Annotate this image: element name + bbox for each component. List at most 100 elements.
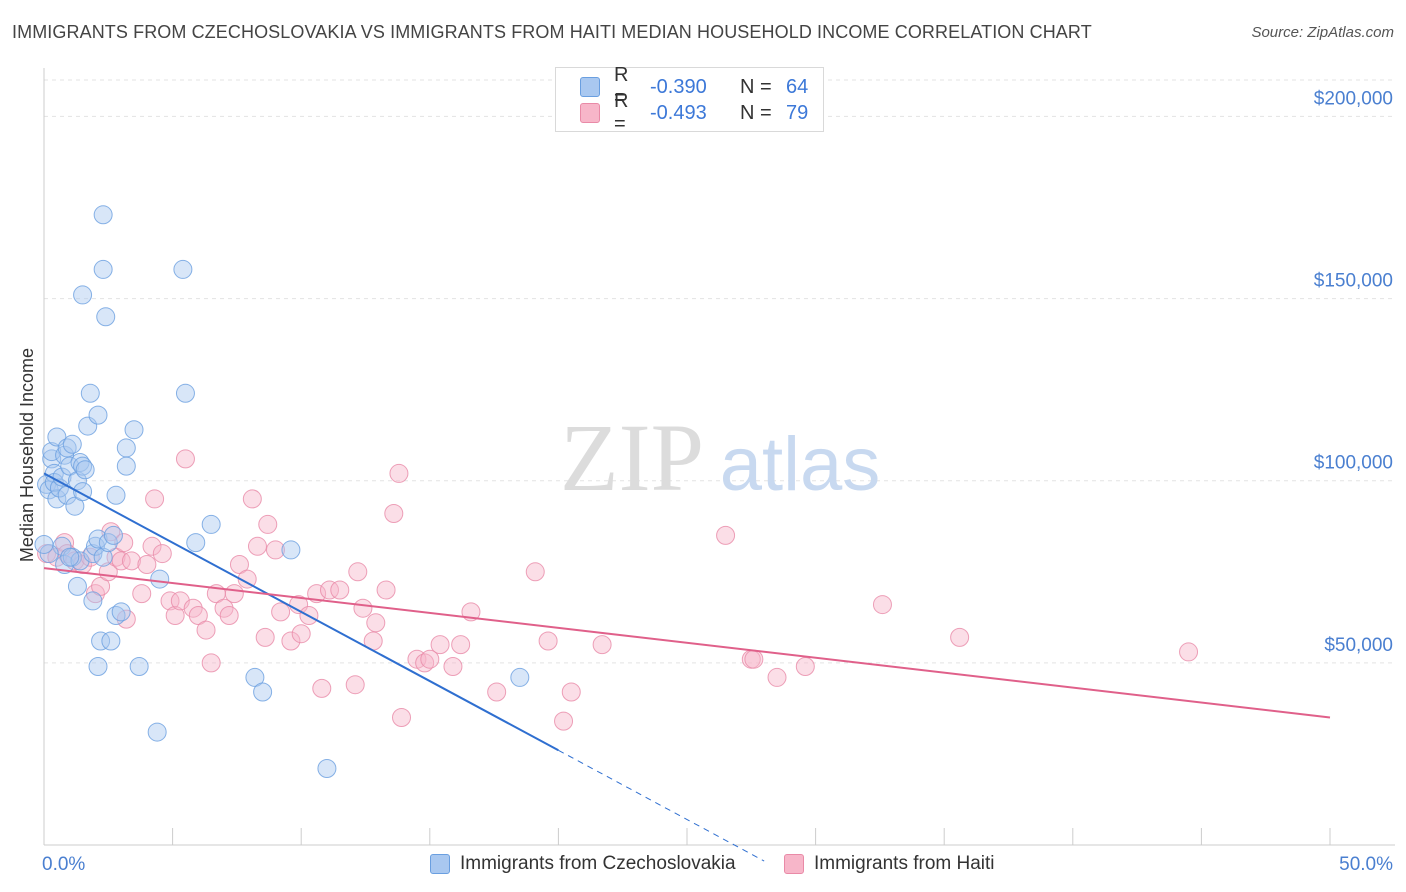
data-point-haiti [121,551,141,571]
legend-n-value: 79 [786,101,809,124]
data-point-haiti [142,536,162,556]
data-point-czechoslovakia [67,471,87,491]
data-point-czechoslovakia [60,547,80,567]
data-point-haiti [451,635,471,655]
data-point-czechoslovakia [34,534,54,554]
data-point-haiti [55,533,75,553]
bottom-legend-swatch-czechoslovakia [430,854,450,874]
data-point-haiti [291,624,311,644]
data-point-czechoslovakia [91,631,111,651]
data-point-czechoslovakia [93,547,113,567]
data-point-haiti [415,653,435,673]
data-point-haiti [554,711,574,731]
data-point-haiti [114,533,134,553]
legend-swatch-haiti [580,103,600,123]
data-point-czechoslovakia [175,383,195,403]
data-point-czechoslovakia [106,485,126,505]
data-point-czechoslovakia [124,420,144,440]
legend-row-czechoslovakia: R = -0.390 N = 64 [580,64,808,109]
data-point-czechoslovakia [116,438,136,458]
data-point-haiti [767,667,787,687]
data-point-czechoslovakia [93,205,113,225]
legend-r-label: R = [614,90,629,135]
x-tick-label-min: 0.0% [42,854,85,875]
data-point-czechoslovakia [88,657,108,676]
data-point-haiti [744,649,764,669]
data-point-haiti [1179,642,1199,662]
data-point-czechoslovakia [42,449,62,469]
data-point-czechoslovakia [253,682,273,702]
data-point-czechoslovakia [85,536,105,556]
data-point-czechoslovakia [150,569,170,589]
data-point-czechoslovakia [96,307,116,327]
bottom-legend-czechoslovakia: Immigrants from Czechoslovakia [430,851,736,877]
data-point-haiti [307,584,327,604]
data-point-haiti [348,562,368,582]
data-point-haiti [111,551,131,571]
legend-row-haiti: R = -0.493 N = 79 [580,90,809,135]
data-point-haiti [255,627,275,647]
data-point-czechoslovakia [111,602,131,622]
y-axis-label: Median Household Income [17,348,37,562]
data-point-haiti [132,584,152,604]
trend-line-haiti [43,567,1331,719]
data-point-haiti [430,635,450,655]
data-point-haiti [389,463,409,483]
data-point-czechoslovakia [281,540,301,560]
data-point-czechoslovakia [147,722,167,742]
y-tick-label: $200,000 [1314,88,1393,109]
data-point-haiti [376,580,396,600]
data-point-haiti [312,678,332,698]
data-point-haiti [160,591,180,611]
data-point-haiti [950,627,970,647]
data-point-haiti [152,544,172,564]
data-point-czechoslovakia [101,631,121,651]
data-point-czechoslovakia [173,259,193,279]
data-point-haiti [366,613,386,633]
bottom-legend-label-haiti: Immigrants from Haiti [814,853,995,874]
bottom-legend-label-czechoslovakia: Immigrants from Czechoslovakia [460,853,736,874]
x-tick-labels: 0.0% 50.0% [42,854,1393,875]
data-point-haiti [165,606,185,625]
data-point-czechoslovakia [67,576,87,596]
data-point-czechoslovakia [88,405,108,425]
series-czechoslovakia-points [34,205,530,778]
data-point-haiti [281,631,301,651]
legend-n-label: N = [740,101,772,124]
data-point-haiti [345,675,365,695]
data-point-czechoslovakia [245,667,265,687]
legend-r-label: R = [614,64,629,109]
data-point-haiti [420,649,440,669]
data-point-czechoslovakia [39,544,59,564]
trend-line-czechoslovakia [43,472,559,752]
data-point-haiti [795,657,815,676]
data-point-haiti [330,580,350,600]
data-point-czechoslovakia [88,529,108,549]
data-point-haiti [525,562,545,582]
legend-swatch-czechoslovakia [580,77,600,97]
data-point-czechoslovakia [65,496,85,516]
data-point-czechoslovakia [186,533,206,553]
data-point-czechoslovakia [42,442,62,462]
data-point-czechoslovakia [83,544,103,564]
data-point-haiti [242,489,262,509]
data-point-czechoslovakia [55,445,75,465]
data-point-czechoslovakia [103,525,123,545]
data-point-haiti [188,606,208,625]
data-point-haiti [392,708,412,727]
data-point-haiti [224,584,244,604]
data-point-haiti [487,682,507,702]
data-point-haiti [229,555,249,574]
data-point-haiti [319,580,339,600]
y-tick-label: $100,000 [1314,453,1393,474]
y-tick-labels: $50,000 $100,000 $150,000 $200,000 [1314,88,1393,655]
data-point-czechoslovakia [73,285,93,305]
chart-title: IMMIGRANTS FROM CZECHOSLOVAKIA VS IMMIGR… [12,22,1092,42]
data-point-haiti [91,576,111,596]
y-tick-label: $50,000 [1324,635,1393,656]
bottom-legend-haiti: Immigrants from Haiti [784,851,995,877]
watermark: ZIP atlas [560,404,880,511]
legend-n-label: N = [740,75,772,98]
data-point-haiti [872,595,892,615]
series-haiti-points [37,449,1199,731]
